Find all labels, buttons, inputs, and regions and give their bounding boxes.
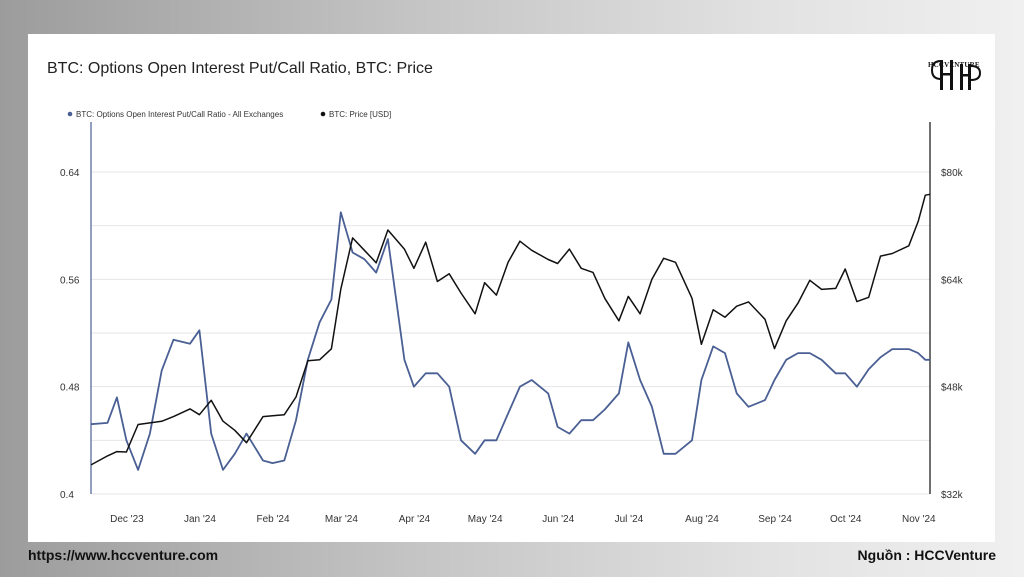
x-tick-label: Mar '24 <box>325 514 358 525</box>
legend-label: BTC: Price [USD] <box>329 110 391 119</box>
x-tick-label: Dec '23 <box>110 514 144 525</box>
right-tick-label: $48k <box>941 383 964 394</box>
left-tick-label: 0.64 <box>60 168 80 179</box>
x-tick-label: Aug '24 <box>685 514 719 525</box>
right-tick-label: $64k <box>941 275 964 286</box>
x-tick-label: May '24 <box>468 514 503 525</box>
put-call-ratio-line <box>90 211 930 471</box>
left-tick-label: 0.56 <box>60 275 80 286</box>
hccventure-logo-icon <box>931 60 982 90</box>
right-tick-label: $32k <box>941 490 964 501</box>
x-tick-label: Nov '24 <box>902 514 936 525</box>
x-tick-label: Apr '24 <box>399 514 431 525</box>
left-tick-label: 0.4 <box>60 490 74 501</box>
chart-card: BTC: Options Open Interest Put/Call Rati… <box>28 34 995 542</box>
left-tick-label: 0.48 <box>60 383 80 394</box>
x-tick-label: Feb '24 <box>257 514 290 525</box>
btc-price-line <box>90 193 931 466</box>
website-link[interactable]: https://www.hccventure.com <box>28 547 219 563</box>
legend-marker <box>320 111 326 117</box>
line-chart: 0.4 0.48 0.56 0.64 $32k $48k $64k $80k Dec '23 Ja… <box>60 110 964 525</box>
chart-title: BTC: Options Open Interest Put/Call Rati… <box>47 60 433 77</box>
x-tick-label: Jan '24 <box>184 514 216 525</box>
x-tick-label: Sep '24 <box>758 514 792 525</box>
right-tick-label: $80k <box>941 168 964 179</box>
x-tick-label: Oct '24 <box>830 514 862 525</box>
legend-marker <box>67 111 73 117</box>
source-credit: Nguồn : HCCVenture <box>857 547 996 563</box>
legend-label: BTC: Options Open Interest Put/Call Rati… <box>76 110 283 119</box>
x-tick-label: Jun '24 <box>542 514 574 525</box>
logo-text: HCCVENTURE <box>928 61 980 69</box>
x-tick-label: Jul '24 <box>615 514 644 525</box>
